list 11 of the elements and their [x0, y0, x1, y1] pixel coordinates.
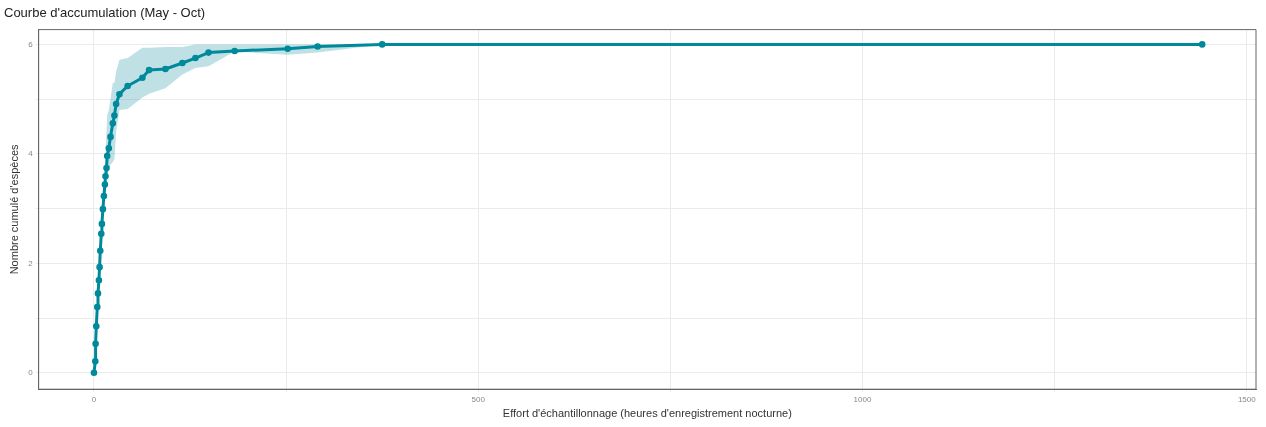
y-tick-label: 0 — [28, 367, 34, 377]
x-tick-label: 0 — [91, 395, 97, 405]
y-tick-label: 4 — [28, 149, 34, 159]
x-tick-label: 500 — [471, 395, 486, 405]
y-tick-label: 6 — [28, 39, 34, 49]
x-axis-title: Effort d'échantillonnage (heures d'enregistrement nocturne) — [502, 407, 792, 420]
y-axis-title: Nombre cumulé d'espèces — [7, 143, 20, 275]
x-tick-label: 1000 — [853, 395, 872, 405]
chart-title: Courbe d'accumulation (May - Oct) — [4, 5, 206, 21]
y-tick-label: 2 — [28, 258, 34, 268]
x-tick-label: 1500 — [1237, 395, 1257, 405]
